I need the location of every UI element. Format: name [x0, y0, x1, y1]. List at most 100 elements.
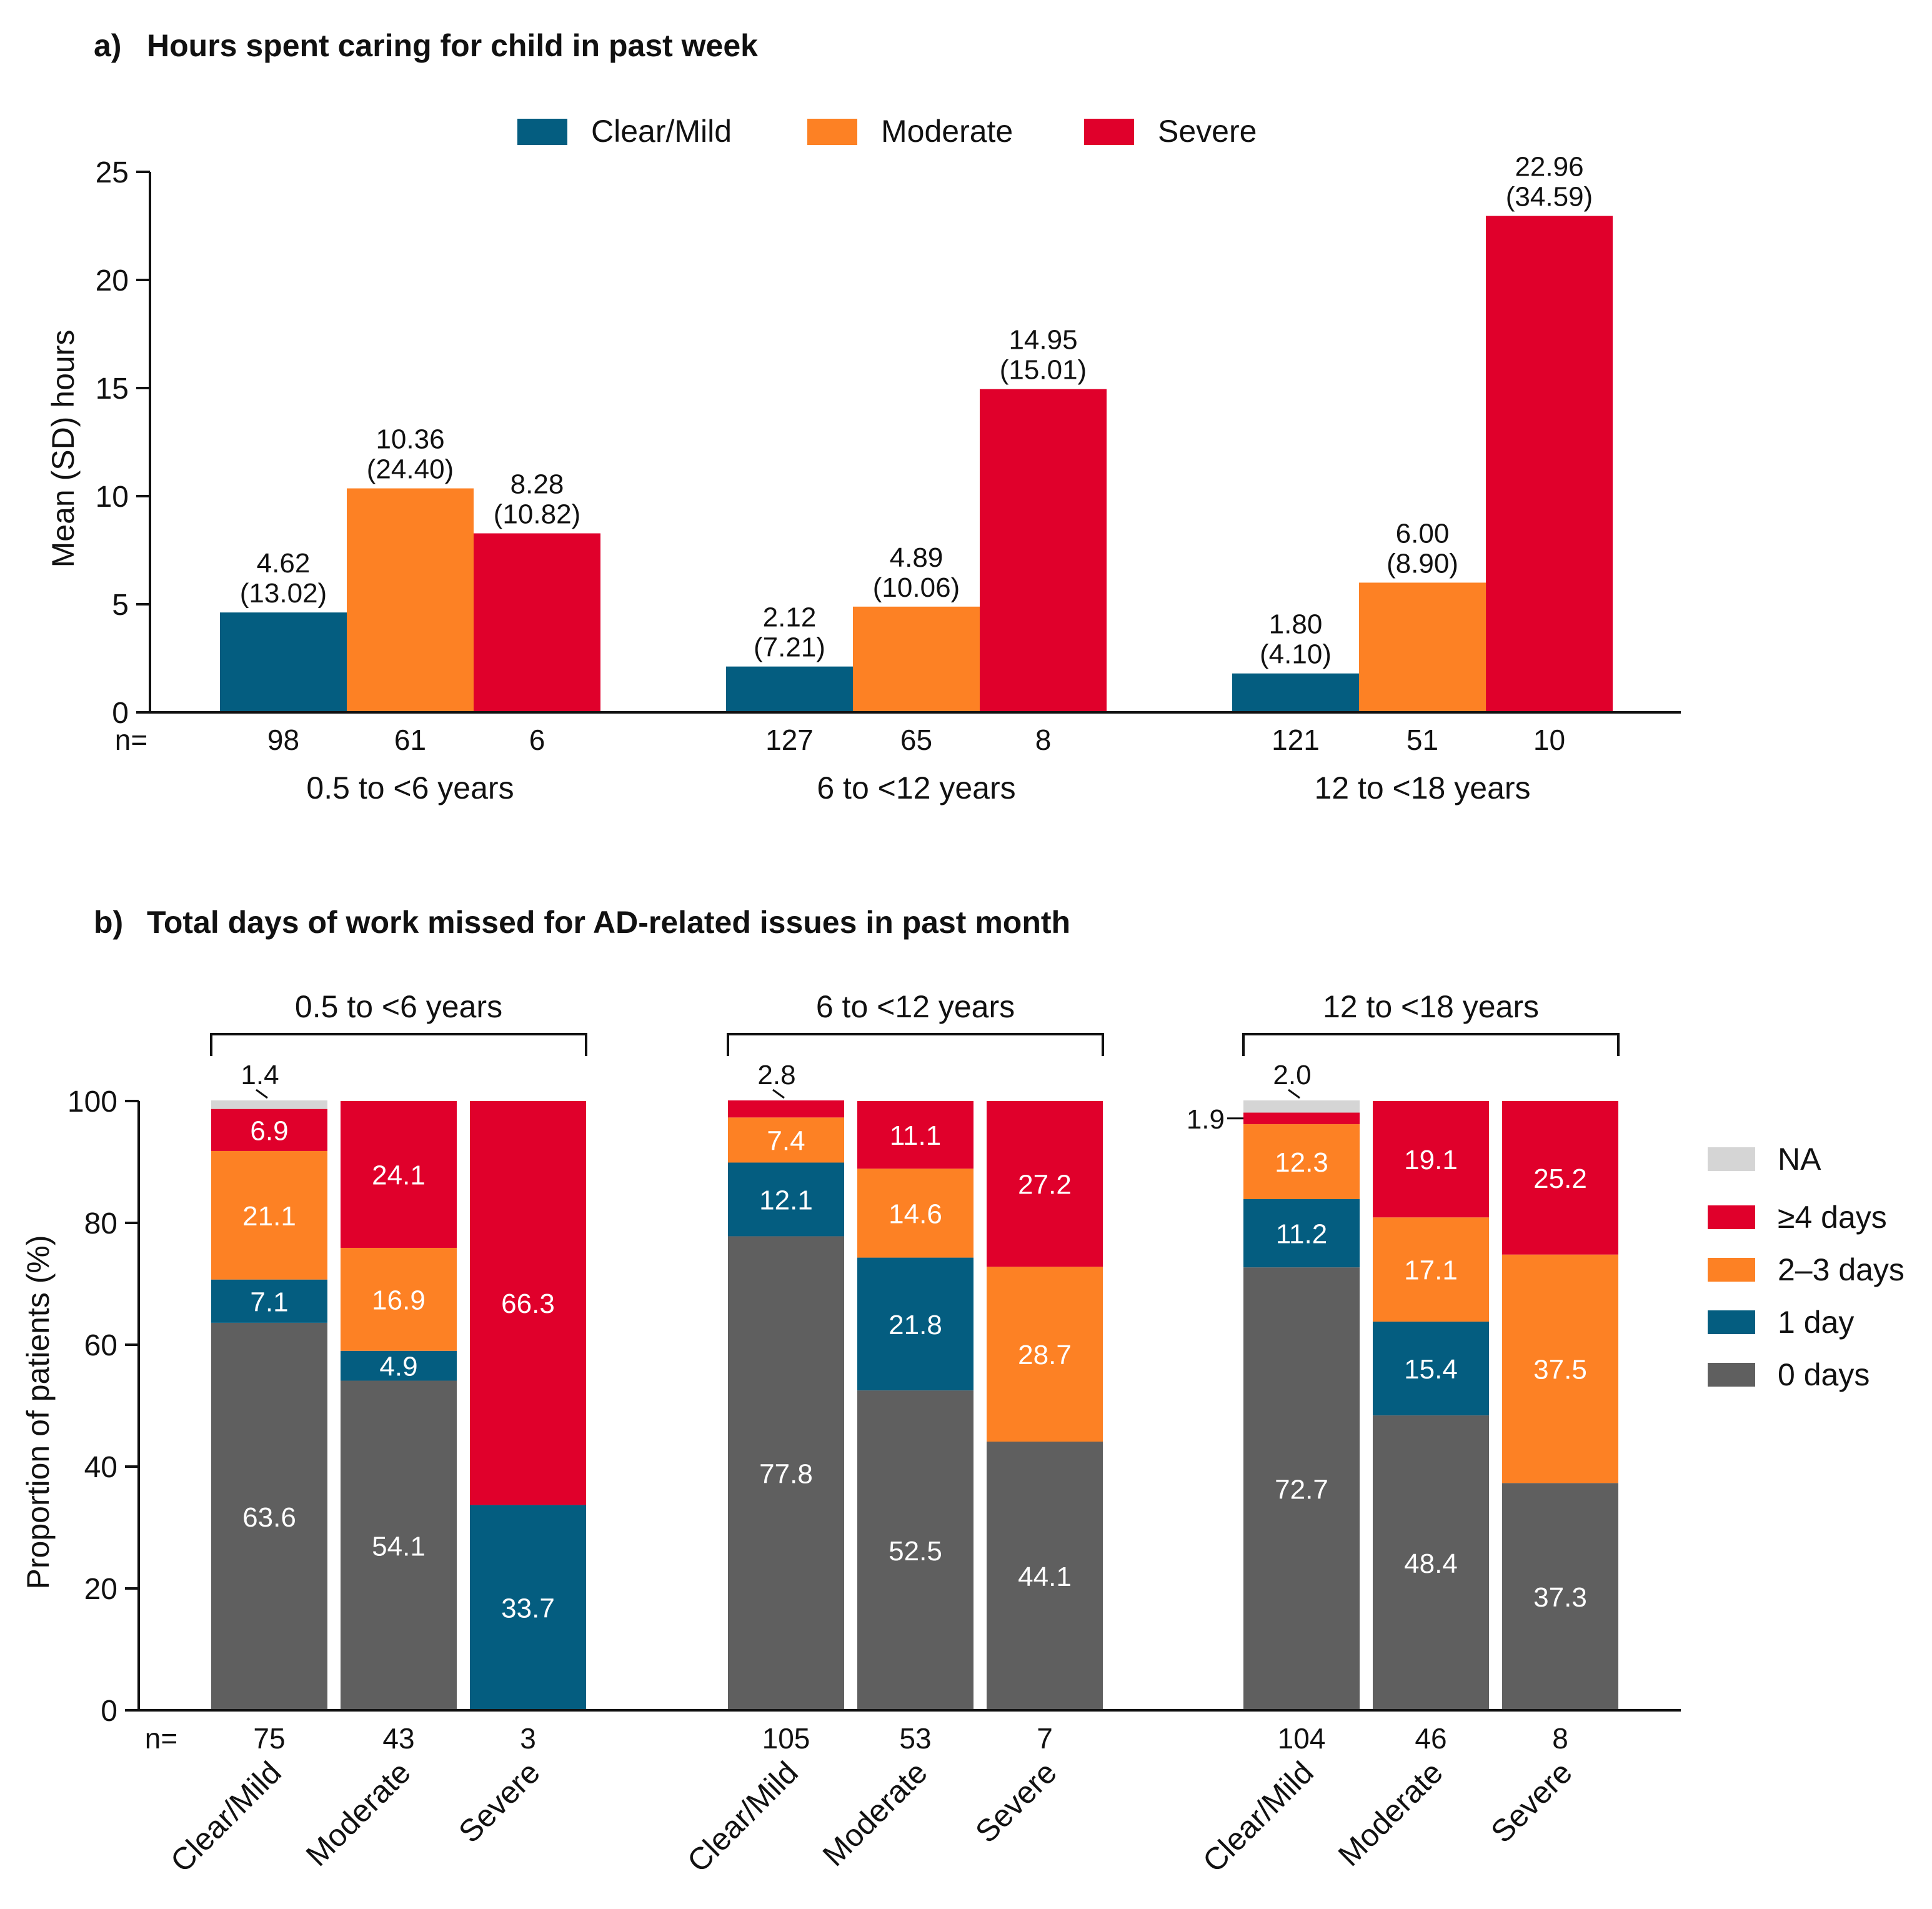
bar-mean-label: 6.00 — [1396, 518, 1450, 549]
segment-1-day-clear-mild — [1243, 1199, 1360, 1268]
legend-swatch-na — [1708, 1147, 1755, 1171]
segment-value-label: 12.1 — [759, 1185, 813, 1215]
segment-value-label: 21.8 — [889, 1310, 942, 1340]
bar-severe-6-to-12-years — [980, 389, 1107, 712]
segment-value-label: 37.5 — [1533, 1355, 1587, 1385]
segment-value-label: 77.8 — [759, 1459, 813, 1490]
y-tick-label: 60 — [84, 1329, 117, 1362]
segment-value-label: 4.9 — [379, 1352, 417, 1382]
segment-value-label: 14.6 — [889, 1199, 942, 1229]
segment-ge4-days-moderate — [341, 1101, 457, 1248]
segment-na-clear-mild — [1243, 1100, 1360, 1113]
n-count-label: 3 — [520, 1722, 536, 1755]
category-label-moderate: Moderate — [299, 1755, 417, 1873]
callout-leader-line — [1288, 1089, 1300, 1099]
bar-sd-label: (13.02) — [240, 578, 327, 609]
segment-2-3-days-moderate — [1373, 1217, 1489, 1322]
group-label-12-to-18-years: 12 to <18 years — [1314, 770, 1530, 805]
legend-label-clear-mild: Clear/Mild — [591, 114, 732, 149]
segment-2-3-days-clear-mild — [1243, 1124, 1360, 1199]
bar-severe-0-5-to-6-years — [474, 533, 600, 712]
y-tick-label: 40 — [84, 1451, 117, 1484]
bar-sd-label: (24.40) — [367, 454, 454, 485]
n-count-label: 127 — [765, 724, 814, 756]
segment-1-day-clear-mild — [728, 1162, 844, 1237]
n-count-label: 98 — [267, 724, 299, 756]
n-count-label: 51 — [1407, 724, 1438, 756]
segment-value-label: 12.3 — [1275, 1147, 1328, 1178]
bar-clear-mild-0-5-to-6-years — [220, 612, 347, 712]
segment-0-days-moderate — [857, 1390, 973, 1710]
bar-mean-label: 22.96 — [1515, 152, 1583, 182]
bar-sd-label: (4.10) — [1260, 639, 1332, 670]
segment-callout-label: 2.8 — [757, 1060, 795, 1090]
segment-callout-label: 1.4 — [241, 1060, 279, 1090]
bar-sd-label: (7.21) — [754, 632, 825, 663]
bar-moderate-0-5-to-6-years — [347, 488, 474, 712]
y-tick-label: 80 — [84, 1207, 117, 1240]
legend-label-na: NA — [1778, 1142, 1821, 1177]
segment-value-label: 72.7 — [1275, 1475, 1328, 1505]
n-count-label: 61 — [394, 724, 426, 756]
segment-ge4-days-moderate — [1373, 1101, 1489, 1218]
segment-ge4-days-severe — [987, 1101, 1103, 1267]
bar-mean-label: 2.12 — [763, 602, 817, 633]
category-label-clear-mild: Clear/Mild — [680, 1755, 805, 1879]
n-count-label: 121 — [1272, 724, 1320, 756]
segment-callout-label: 2.0 — [1273, 1060, 1311, 1090]
y-tick-label: 100 — [67, 1085, 117, 1119]
callout-leader-line — [256, 1089, 268, 1099]
category-label-clear-mild: Clear/Mild — [164, 1755, 288, 1879]
segment-value-label: 33.7 — [501, 1593, 555, 1624]
segment-value-label: 16.9 — [372, 1285, 426, 1315]
n-count-label: 75 — [253, 1722, 285, 1755]
bar-sd-label: (15.01) — [1000, 355, 1087, 386]
panel-a-title: Hours spent caring for child in past wee… — [147, 28, 758, 63]
group-label-0-5-to-6-years: 0.5 to <6 years — [306, 770, 514, 805]
group-bracket-0-5-to-6-years — [210, 1033, 587, 1056]
segment-value-label: 6.9 — [250, 1115, 288, 1146]
segment-0-days-clear-mild — [1243, 1267, 1360, 1710]
n-count-label: 65 — [900, 724, 932, 756]
n-prefix-label: n= — [145, 1722, 177, 1755]
segment-ge4-days-moderate — [857, 1101, 973, 1169]
segment-0-days-severe — [987, 1442, 1103, 1710]
y-tick-label: 20 — [84, 1573, 117, 1606]
panel-a-letter: a) — [94, 28, 121, 63]
segment-0-days-severe — [1502, 1483, 1618, 1710]
bar-clear-mild-12-to-18-years — [1232, 673, 1359, 712]
category-label-severe: Severe — [1484, 1755, 1579, 1850]
segment-value-label: 63.6 — [242, 1502, 296, 1533]
segment-value-label: 37.3 — [1533, 1582, 1587, 1613]
n-count-label: 6 — [529, 724, 545, 756]
bar-mean-label: 1.80 — [1269, 609, 1323, 640]
segment-0-days-clear-mild — [728, 1236, 844, 1710]
panel-a-y-axis-label: Mean (SD) hours — [46, 330, 81, 568]
panel-b-y-axis-label: Proportion of patients (%) — [21, 1235, 56, 1590]
bar-sd-label: (34.59) — [1506, 182, 1593, 212]
bar-sd-label: (10.82) — [494, 499, 580, 530]
legend-label-2-3-days: 2–3 days — [1778, 1252, 1905, 1287]
y-tick-label: 10 — [96, 481, 129, 514]
legend-swatch-2-3-days — [1708, 1258, 1755, 1282]
group-label-0-5-to-6-years: 0.5 to <6 years — [295, 989, 502, 1024]
segment-na-clear-mild — [211, 1100, 327, 1109]
y-tick-label: 5 — [112, 589, 129, 622]
segment-2-3-days-clear-mild — [728, 1117, 844, 1163]
bar-clear-mild-6-to-12-years — [726, 666, 853, 712]
segment-value-label: 17.1 — [1404, 1255, 1458, 1286]
bar-mean-label: 4.62 — [257, 548, 311, 579]
bar-severe-12-to-18-years — [1486, 216, 1613, 713]
group-bracket-12-to-18-years — [1242, 1033, 1620, 1056]
segment-value-label: 7.4 — [767, 1125, 805, 1156]
legend-label-severe: Severe — [1158, 114, 1257, 149]
segment-value-label: 21.1 — [242, 1201, 296, 1232]
segment-ge4-days-severe — [470, 1101, 586, 1505]
segment-1-day-moderate — [341, 1350, 457, 1381]
segment-value-label: 15.4 — [1404, 1354, 1458, 1385]
y-tick-label: 20 — [96, 264, 129, 297]
n-count-label: 8 — [1035, 724, 1052, 756]
segment-1-day-moderate — [1373, 1321, 1489, 1416]
segment-1-day-clear-mild — [211, 1279, 327, 1323]
panel-b-title: Total days of work missed for AD-related… — [147, 905, 1070, 940]
